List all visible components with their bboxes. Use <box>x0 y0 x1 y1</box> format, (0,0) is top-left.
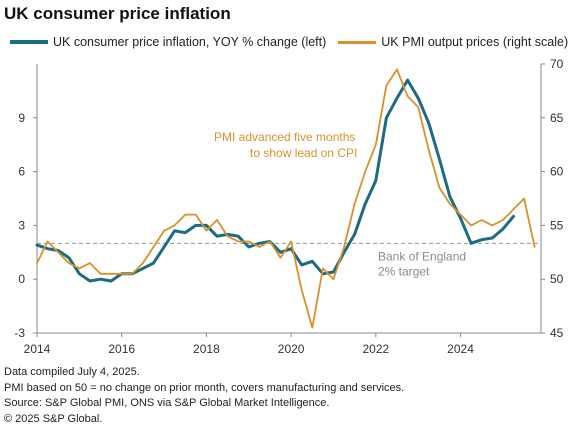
footer-line-source: Source: S&P Global PMI, ONS via S&P Glob… <box>4 397 330 409</box>
chart-footer: Data compiled July 4, 2025. PMI based on… <box>4 365 404 427</box>
annotation-line-2: to show lead on CPI <box>250 146 357 160</box>
x-tick-label-2: 2018 <box>193 342 220 356</box>
footer-line-data-compiled: Data compiled July 4, 2025. <box>4 366 140 378</box>
x-tick-label-4: 2022 <box>362 342 389 356</box>
y-right-tick-label-0: 45 <box>550 326 564 340</box>
reference-line-label-line-2: 2% target <box>378 264 430 278</box>
y-left-tick-label-0: -3 <box>14 326 25 340</box>
pmi-series-line <box>36 68 536 329</box>
reference-line-label-line-1: Bank of England <box>378 249 466 263</box>
footer-line-pmi-note: PMI based on 50 = no change on prior mon… <box>4 381 405 394</box>
legend-label-cpi: UK consumer price inflation, YOY % chang… <box>53 35 327 49</box>
x-tick-label-0: 2014 <box>24 342 51 356</box>
y-left-tick-label-3: 6 <box>18 165 25 179</box>
y-right-tick-label-2: 55 <box>550 218 564 232</box>
chart-title: UK consumer price inflation <box>4 4 231 23</box>
legend-item-cpi: UK consumer price inflation, YOY % chang… <box>10 35 326 49</box>
legend-swatch-pmi <box>338 40 377 44</box>
legend-label-pmi: UK PMI output prices (right scale) <box>381 35 569 49</box>
chart-legend: UK consumer price inflation, YOY % chang… <box>10 35 568 49</box>
y-right-tick-label-5: 70 <box>550 57 564 71</box>
legend-swatch-cpi <box>10 40 48 44</box>
legend-item-pmi: UK PMI output prices (right scale) <box>338 35 568 49</box>
y-left-tick-label-4: 9 <box>18 111 25 125</box>
cpi-series-line <box>35 78 515 283</box>
y-right-tick-label-3: 60 <box>550 165 564 179</box>
x-tick-label-1: 2016 <box>108 342 135 356</box>
y-right-tick-label-1: 50 <box>550 272 564 286</box>
x-tick-label-3: 2020 <box>278 342 305 356</box>
y-left-tick-label-2: 3 <box>18 218 25 232</box>
x-tick-label-5: 2024 <box>447 342 474 356</box>
y-left-tick-label-1: 0 <box>18 272 25 286</box>
footer-line-copyright: © 2025 S&P Global. <box>4 412 103 425</box>
y-right-tick-label-4: 65 <box>550 111 564 125</box>
annotation-line-1: PMI advanced five months <box>214 130 355 144</box>
